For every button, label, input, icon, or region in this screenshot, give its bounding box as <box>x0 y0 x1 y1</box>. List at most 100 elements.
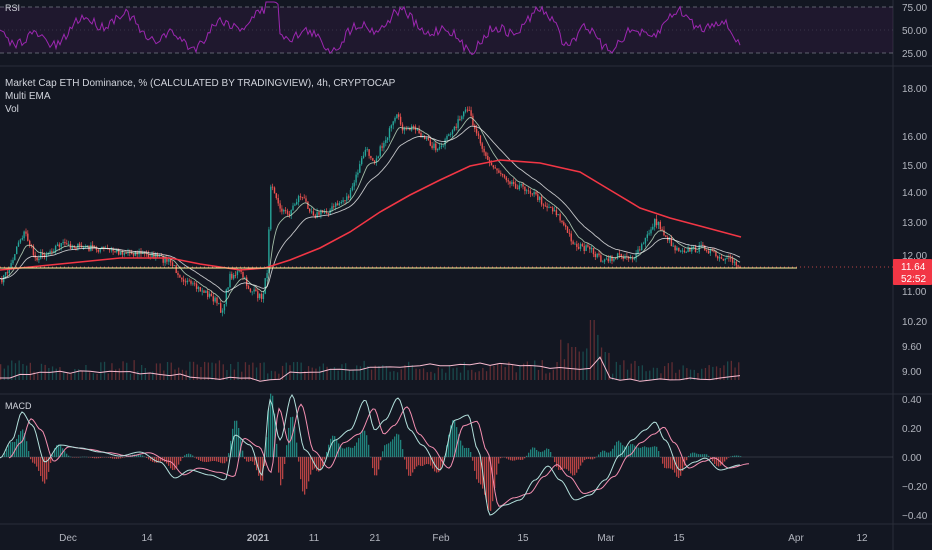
candle-body <box>275 193 277 198</box>
candle-body <box>38 258 40 261</box>
candle-body <box>299 196 302 198</box>
candle-body <box>516 188 519 190</box>
time-tick-label: 12 <box>856 533 868 544</box>
volume-bar <box>370 369 373 380</box>
macd-histogram-bar <box>670 457 672 469</box>
volume-bar <box>612 373 614 380</box>
candle-body <box>696 251 698 253</box>
macd-histogram-bar <box>448 434 450 457</box>
volume-bar <box>59 367 61 380</box>
macd-histogram-bar <box>616 441 618 457</box>
candle-body <box>301 197 303 198</box>
candle-body <box>496 168 498 171</box>
macd-histogram-bar <box>296 442 298 457</box>
candle-body <box>195 283 198 289</box>
macd-histogram-bar <box>208 457 210 462</box>
macd-histogram-bar <box>244 457 246 459</box>
macd-histogram-bar <box>38 457 40 471</box>
candle-body <box>271 186 274 188</box>
candle-body <box>10 263 12 270</box>
volume-indicator-label[interactable]: Vol <box>5 104 19 115</box>
candle-body <box>257 291 259 299</box>
macd-histogram-bar <box>440 457 442 470</box>
candle-body <box>633 258 635 260</box>
candle-body <box>702 244 704 246</box>
macd-histogram-bar <box>628 445 630 457</box>
time-tick-label: 11 <box>309 533 320 544</box>
macd-histogram-bar <box>26 441 28 457</box>
macd-histogram-bar <box>24 432 26 457</box>
macd-histogram-bar <box>252 457 254 462</box>
candle-body <box>552 207 554 212</box>
symbol-title[interactable]: Market Cap ETH Dominance, % (CALCULATED … <box>5 78 396 89</box>
candle-body <box>309 208 311 212</box>
macd-histogram-bar <box>114 457 116 459</box>
macd-histogram-bar <box>280 457 282 486</box>
candle-body <box>366 149 368 150</box>
macd-histogram-bar <box>666 457 668 469</box>
macd-histogram-bar <box>212 457 214 461</box>
candle-body <box>327 213 329 214</box>
macd-histogram-bar <box>258 457 260 476</box>
macd-histogram-bar <box>574 457 576 476</box>
candle-body <box>116 249 118 253</box>
macd-histogram-bar <box>196 457 198 459</box>
macd-histogram-bar <box>624 446 626 457</box>
candle-body <box>438 147 441 149</box>
candle-body <box>82 247 85 249</box>
candle-body <box>56 244 59 246</box>
macd-histogram-bar <box>632 444 634 457</box>
candle-body <box>483 148 485 153</box>
volume-bar <box>14 363 17 380</box>
macd-histogram-bar <box>20 431 22 457</box>
macd-histogram-bar <box>18 434 20 457</box>
candle-body <box>368 149 370 156</box>
volume-bar <box>204 361 206 380</box>
candle-body <box>333 206 335 208</box>
price-tick-label: 10.20 <box>902 317 927 328</box>
candle-body <box>307 201 309 209</box>
macd-histogram-bar <box>430 457 432 466</box>
macd-histogram-bar <box>266 437 268 457</box>
candle-body <box>700 244 702 246</box>
candle-body <box>735 261 737 266</box>
macd-histogram-bar <box>68 455 70 457</box>
candle-body <box>450 133 452 135</box>
candle-body <box>349 190 352 198</box>
volume-bar <box>623 360 625 380</box>
candle-body <box>592 248 595 255</box>
macd-histogram-bar <box>704 454 706 457</box>
volume-bar <box>448 365 451 380</box>
candle-body <box>487 155 489 160</box>
macd-pane: 0.40 0.20 0.00 −0.20 −0.40 <box>0 393 928 522</box>
volume-bar <box>81 371 83 380</box>
candle-body <box>403 128 405 131</box>
volume-bar <box>426 372 428 380</box>
volume-bar <box>296 361 298 380</box>
candle-body <box>277 198 279 204</box>
ema-indicator-label[interactable]: Multi EMA <box>5 91 51 102</box>
volume-bar <box>671 362 673 380</box>
candle-body <box>529 191 532 194</box>
candle-body <box>726 257 728 259</box>
time-tick-label: Dec <box>59 533 77 544</box>
volume-bar <box>315 368 317 380</box>
candle-body <box>225 289 227 305</box>
candle-body <box>412 126 415 127</box>
macd-histogram-bar <box>390 441 392 457</box>
macd-histogram-bar <box>272 395 274 457</box>
rsi-tick-label: 25.00 <box>902 49 927 60</box>
macd-histogram-bar <box>572 457 574 476</box>
candle-body <box>151 253 153 259</box>
main-legend: Market Cap ETH Dominance, % (CALCULATED … <box>5 77 395 116</box>
volume-bar <box>159 363 161 380</box>
candle-body <box>208 293 211 297</box>
candle-body <box>728 257 730 259</box>
macd-histogram-bar <box>330 438 332 457</box>
volume-bar <box>586 348 588 380</box>
macd-histogram-bar <box>460 440 462 457</box>
volume-bar <box>430 371 432 380</box>
volume-bar <box>619 364 621 380</box>
volume-bar <box>122 361 124 380</box>
